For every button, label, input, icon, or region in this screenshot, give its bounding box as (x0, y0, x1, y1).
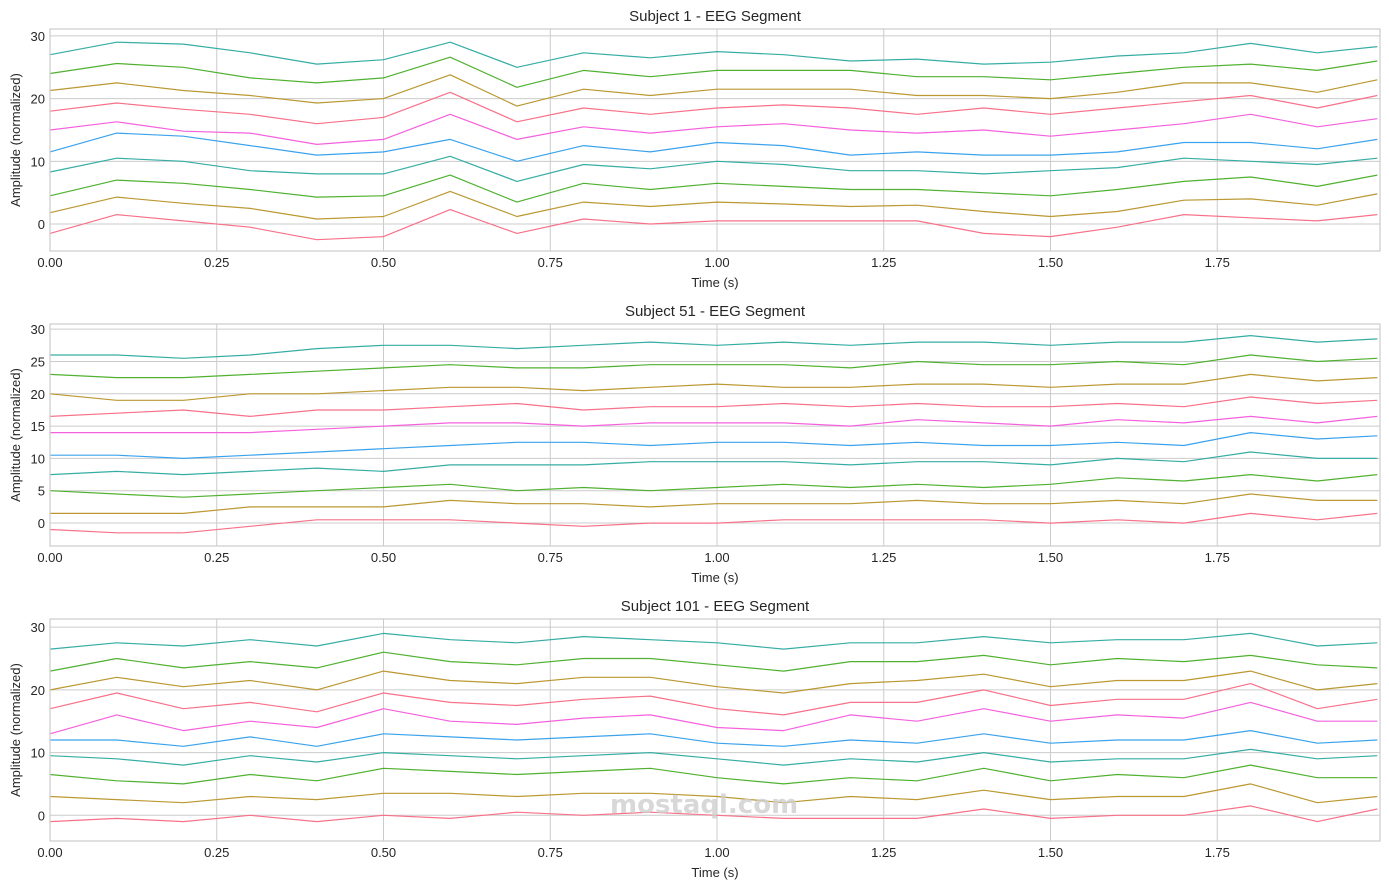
eeg-channel-line-9 (49, 651, 1378, 672)
eeg-channel-line-7 (49, 682, 1378, 716)
x-tick-label: 1.25 (871, 255, 896, 270)
x-tick-label: 1.25 (871, 845, 896, 860)
eeg-channel-line-8 (49, 74, 1378, 107)
y-axis-label: Amplitude (normalized) (8, 73, 23, 207)
x-tick-label: 0.25 (204, 845, 229, 860)
eeg-channel-line-1 (49, 805, 1378, 823)
chart-title: Subject 51 - EEG Segment (625, 303, 806, 320)
y-tick-label: 20 (31, 387, 45, 402)
y-tick-label: 0 (38, 808, 45, 823)
plot-frame (49, 618, 1381, 842)
watermark: mostaql.com (610, 790, 799, 820)
eeg-channel-line-3 (49, 474, 1378, 498)
x-tick-label: 0.75 (538, 550, 563, 565)
eeg-channel-line-2 (49, 783, 1378, 804)
eeg-channel-line-10 (50, 335, 1378, 359)
eeg-channel-line-9 (49, 354, 1378, 379)
eeg-channel-line-2 (50, 493, 1378, 515)
eeg-channel-line-6 (49, 701, 1378, 735)
plot-frame (49, 28, 1381, 252)
x-tick-label: 0.50 (371, 255, 396, 270)
x-axis-label: Time (s) (691, 570, 738, 585)
x-tick-label: 0.25 (204, 550, 229, 565)
y-tick-label: 30 (31, 29, 45, 44)
x-tick-label: 0.00 (37, 255, 62, 270)
x-tick-label: 0.50 (371, 550, 396, 565)
plot-area (50, 324, 1380, 546)
x-tick-label: 0.00 (37, 550, 62, 565)
x-tick-label: 0.25 (204, 255, 229, 270)
plot-area (50, 29, 1380, 251)
x-tick-label: 1.75 (1205, 255, 1230, 270)
chart-title: Subject 101 - EEG Segment (621, 598, 810, 615)
y-tick-label: 0 (38, 217, 45, 232)
eeg-channel-line-4 (49, 451, 1378, 476)
eeg-channel-line-9 (49, 56, 1378, 88)
subplot-3: 0.00 0.25 0.50 0.75 1.00 1.25 1.50 1.75 0 10 20 30 S… (8, 598, 1381, 880)
eeg-channel-line-8 (49, 373, 1378, 401)
y-tick-label: 30 (31, 322, 45, 337)
plot-area (50, 619, 1380, 841)
y-tick-label: 25 (31, 354, 45, 369)
eeg-channel-line-5 (50, 729, 1378, 747)
x-tick-label: 1.00 (704, 550, 729, 565)
x-tick-label: 1.50 (1038, 255, 1063, 270)
y-tick-label: 20 (31, 92, 45, 107)
x-tick-label: 0.75 (538, 845, 563, 860)
y-tick-label: 10 (31, 451, 45, 466)
x-tick-label: 1.00 (704, 845, 729, 860)
eeg-channel-line-7 (49, 396, 1378, 417)
eeg-channel-line-10 (49, 632, 1378, 650)
x-tick-label: 0.50 (371, 845, 396, 860)
y-tick-label: 5 (38, 484, 45, 499)
x-tick-label: 1.75 (1205, 845, 1230, 860)
y-tick-label: 10 (31, 154, 45, 169)
x-tick-label: 1.50 (1038, 550, 1063, 565)
eeg-channel-line-4 (49, 748, 1378, 766)
y-tick-label: 30 (31, 620, 45, 635)
subplot-2: 0.00 0.25 0.50 0.75 1.00 1.25 1.50 1.75 0 5 10 15 20… (8, 303, 1381, 585)
eeg-channel-line-8 (49, 670, 1378, 694)
y-tick-label: 15 (31, 419, 45, 434)
x-axis-label: Time (s) (691, 865, 738, 880)
eeg-channel-line-6 (49, 113, 1378, 145)
eeg-channel-line-3 (49, 764, 1378, 785)
y-tick-label: 20 (31, 683, 45, 698)
x-tick-label: 0.00 (37, 845, 62, 860)
subplot-1: 0.00 0.25 0.50 0.75 1.00 1.25 1.50 1.75 0 10 20 30 S… (8, 8, 1381, 290)
x-tick-label: 1.50 (1038, 845, 1063, 860)
x-tick-label: 1.75 (1205, 550, 1230, 565)
eeg-channel-line-5 (49, 132, 1378, 162)
x-axis-label: Time (s) (691, 275, 738, 290)
eeg-channel-line-7 (49, 91, 1378, 125)
eeg-channel-line-1 (49, 512, 1378, 534)
chart-title: Subject 1 - EEG Segment (629, 8, 802, 25)
x-tick-label: 1.25 (871, 550, 896, 565)
plot-frame (49, 323, 1381, 547)
eeg-channel-line-3 (49, 174, 1378, 203)
eeg-channel-line-10 (49, 41, 1378, 68)
eeg-channel-line-1 (49, 209, 1378, 241)
y-tick-label: 0 (38, 516, 45, 531)
y-axis-label: Amplitude (normalized) (8, 663, 23, 797)
eeg-channel-line-4 (49, 155, 1378, 182)
x-tick-label: 1.00 (704, 255, 729, 270)
y-axis-label: Amplitude (normalized) (8, 368, 23, 502)
eeg-channel-line-6 (50, 415, 1378, 434)
eeg-channel-line-2 (49, 190, 1378, 220)
y-tick-label: 10 (31, 746, 45, 761)
x-tick-label: 0.75 (538, 255, 563, 270)
eeg-channel-line-5 (50, 432, 1378, 459)
